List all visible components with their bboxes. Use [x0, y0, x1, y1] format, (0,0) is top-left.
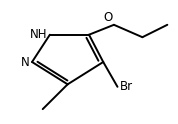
Text: Br: Br	[120, 80, 133, 93]
Text: NH: NH	[30, 28, 47, 41]
Text: O: O	[103, 11, 112, 24]
Text: N: N	[21, 56, 29, 68]
